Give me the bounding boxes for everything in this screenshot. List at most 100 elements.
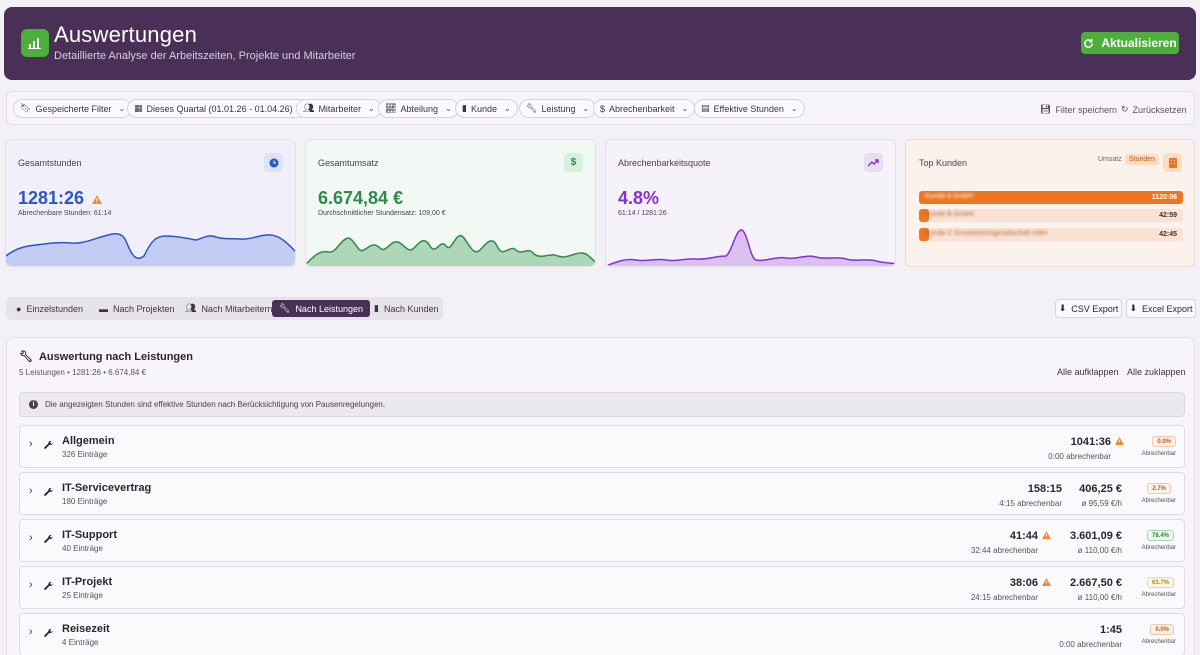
billability-filter-dropdown[interactable]: $ Abrechenbarkeit ⌄ [593,99,696,118]
wrench-icon [44,534,53,543]
reset-icon: ↻ [1121,104,1129,114]
clock-icon: ● [16,303,22,314]
kpi-revenue-value: 6.674,84 € [318,188,404,208]
dollar-icon: $ [564,153,583,172]
chevron-right-icon[interactable]: › [29,579,33,591]
wrench-icon [44,440,53,449]
kpi-hours-sub: Abrechenbare Stunden: 61:14 [18,210,112,217]
kpi-card-hours: Gesamtstunden 1281:26 Abrechenbare Stund… [5,139,296,267]
csv-export-button[interactable]: ⬇ CSV Export [1055,299,1122,318]
clock-icon [264,153,283,172]
chevron-down-icon: ⌄ [503,104,511,113]
calendar-icon: ▦ [134,103,143,113]
kpi-quota-value: 4.8% [618,188,660,208]
revenue-sparkline [306,235,595,266]
collapse-all-button[interactable]: Alle zuklappen [1127,367,1186,377]
tab-nach-projekten[interactable]: ▬ Nach Projekten [99,303,175,314]
service-filter-dropdown[interactable]: 🔧︎ Leistung ⌄ [519,99,597,118]
refresh-button[interactable]: Aktualisieren [1081,32,1179,54]
top-customer-bar-fill [919,209,929,222]
folder-icon: ▬ [99,303,108,314]
department-filter-dropdown[interactable]: 📈︎ Abteilung ⌄ [378,99,459,118]
download-icon: ⬇ [1058,303,1067,313]
warning-icon [92,195,103,204]
tab-einzelstunden[interactable]: ● Einzelstunden [16,303,83,314]
kpi-revenue-label: Gesamtumsatz [318,158,379,168]
chevron-right-icon[interactable]: › [29,485,33,497]
wrench-icon [44,581,53,590]
chevron-down-icon: ⌄ [582,104,590,113]
employee-filter-dropdown[interactable]: 👥︎ Mitarbeiter ⌄ [296,99,382,118]
users-icon: 👥︎ [185,303,197,313]
download-icon: ⬇ [1129,303,1137,313]
save-icon: 💾︎ [1040,104,1052,114]
billable-badge: 78.4% [1146,530,1174,541]
billable-badge: 0.0% [1150,624,1174,635]
building-icon [1163,153,1182,172]
wrench-icon: 🔧︎ [526,103,538,113]
kpi-hours-value: 1281:26 [18,188,103,209]
kpi-card-revenue: Gesamtumsatz $ 6.674,84 € Durchschnittli… [305,139,596,267]
kpi-card-quota: Abrechenbarkeitsquote 4.8% 61:14 / 1281:… [605,139,896,267]
customer-filter-dropdown[interactable]: ▮ Kunde ⌄ [455,99,518,118]
building-icon: ▮ [462,103,467,113]
kpi-quota-label: Abrechenbarkeitsquote [618,158,711,168]
service-row[interactable]: › Reisezeit 4 Einträge 1:45 0:00 abreche… [19,613,1185,655]
chevron-right-icon[interactable]: › [29,626,33,638]
chevron-down-icon: ⌄ [790,104,798,113]
top-customer-bar[interactable]: Kunde A GmbH 1120:06 [919,191,1183,204]
top-customer-bar[interactable]: Kunde B GmbH 42:59 [919,209,1183,222]
kpi-hours-label: Gesamtstunden [18,158,82,168]
hours-sparkline [6,233,295,266]
page-title: Auswertungen [54,22,198,47]
save-filter-button[interactable]: 💾︎ Filter speichern [1040,104,1117,115]
dollar-icon: $ [600,103,606,114]
wrench-icon: 🔧︎ [19,351,33,363]
service-row[interactable]: › IT-Servicevertrag 180 Einträge 158:15 … [19,472,1185,515]
quota-sparkline [606,229,895,266]
chevron-down-icon: ⌄ [444,104,452,113]
excel-export-button[interactable]: ⬇ Excel Export [1126,299,1196,318]
panel-meta: 5 Leistungen • 1281:26 • 6.674,84 € [19,368,147,377]
toggle-hours[interactable]: Stunden [1125,154,1160,165]
kpi-quota-sub: 61:14 / 1281:26 [618,210,667,217]
users-icon: 👥︎ [303,103,315,113]
chevron-down-icon: ⌄ [681,104,689,113]
toggle-revenue[interactable]: Umsatz [1098,156,1122,163]
trending-up-icon [864,153,883,172]
view-tabs: ● Einzelstunden ▬ Nach Projekten 👥︎ Nach Mi… [6,297,443,320]
service-row[interactable]: › IT-Support 40 Einträge 41:44 32:44 abr… [19,519,1185,562]
service-row[interactable]: › Allgemein 326 Einträge 1041:36 0:00 ab… [19,425,1185,468]
warning-icon [1115,437,1124,445]
wrench-icon [44,628,53,637]
bookmark-icon: 🔖︎ [20,103,32,113]
services-panel: 🔧︎ Auswertung nach Leistungen 5 Leistunge… [6,337,1195,655]
refresh-icon [1084,38,1094,48]
chevron-right-icon[interactable]: › [29,532,33,544]
kpi-revenue-sub: Durchschnittlicher Stundensatz: 109,00 € [318,210,446,217]
warning-icon [1042,578,1051,586]
filter-bar: 🔖︎ Gespeicherte Filter ⌄ ▦ Dieses Quartal… [6,91,1195,125]
effective-hours-filter-dropdown[interactable]: ▤ Effektive Stunden ⌄ [694,99,805,118]
chevron-down-icon: ⌄ [367,104,375,113]
page-subtitle: Detaillierte Analyse der Arbeitszeiten, … [54,50,356,62]
building-icon: ▮ [374,303,379,313]
tab-nach-leistungen[interactable]: 🔧︎ Nach Leistungen [272,300,370,317]
billable-badge: 63.7% [1146,577,1174,588]
expand-all-button[interactable]: Alle aufklappen [1057,367,1119,377]
top-customer-bar[interactable]: Kunde C Grundstücksgesellschaft mbH 42:4… [919,228,1183,241]
wrench-icon: 🔧︎ [279,303,291,313]
billable-badge: 0.0% [1152,436,1176,447]
top-customer-bar-fill [919,191,1183,204]
reset-filter-button[interactable]: ↻ Zurücksetzen [1121,104,1187,115]
chevron-right-icon[interactable]: › [29,438,33,450]
wrench-icon [44,487,53,496]
tab-nach-mitarbeitern[interactable]: 👥︎ Nach Mitarbeitern [185,303,273,314]
period-filter-dropdown[interactable]: ▦ Dieses Quartal (01.01.26 - 01.04.26)⌄ [127,99,314,118]
service-row[interactable]: › IT-Projekt 25 Einträge 38:06 24:15 abr… [19,566,1185,609]
panel-title: 🔧︎ Auswertung nach Leistungen [19,350,193,364]
info-icon: i [29,400,38,409]
tab-nach-kunden[interactable]: ▮ Nach Kunden [374,303,439,314]
saved-filter-dropdown[interactable]: 🔖︎ Gespeicherte Filter ⌄ [13,99,133,118]
warning-icon [1042,531,1051,539]
